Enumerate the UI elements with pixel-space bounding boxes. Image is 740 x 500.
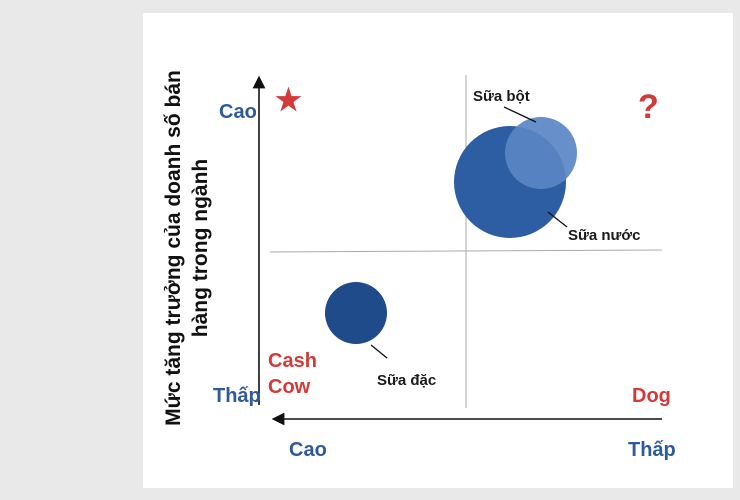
- label-cash-cow-line2: Cow: [268, 376, 311, 398]
- bubble-sua-dac: [325, 282, 387, 344]
- label-sua-bot: Sữa bột: [473, 88, 530, 105]
- y-axis-title: Mức tăng trưởng của doanh số bán hàng tr…: [162, 70, 212, 426]
- star-icon: ★: [275, 84, 302, 117]
- label-sua-nuoc: Sữa nước: [568, 227, 640, 244]
- y-axis-high-label: Cao: [219, 101, 257, 123]
- y-axis-low-label: Thấp: [213, 385, 261, 407]
- quadrant-divider-horizontal: [269, 249, 663, 253]
- y-axis-title-line2: hàng trong ngành: [189, 159, 212, 337]
- y-axis-title-line1: Mức tăng trưởng của doanh số bán: [162, 70, 185, 426]
- x-axis-high-label: Cao: [289, 439, 327, 461]
- leader-sua-nuoc: [547, 211, 568, 228]
- leader-sua-bot: [503, 106, 537, 123]
- label-cash-cow-line1: Cash: [268, 350, 317, 372]
- question-mark-icon: ?: [638, 88, 659, 126]
- label-dog: Dog: [632, 385, 671, 407]
- bubble-sua-bot: [505, 117, 577, 189]
- leader-sua-dac: [370, 344, 388, 359]
- label-sua-dac: Sữa đặc: [377, 372, 436, 389]
- x-axis-low-label: Thấp: [628, 439, 676, 461]
